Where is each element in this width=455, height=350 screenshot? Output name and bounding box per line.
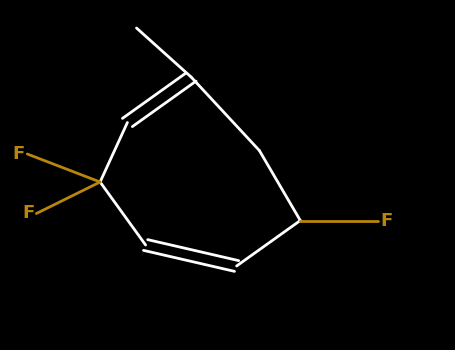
Text: F: F [380,211,392,230]
Text: F: F [22,204,34,223]
Text: F: F [13,145,25,163]
